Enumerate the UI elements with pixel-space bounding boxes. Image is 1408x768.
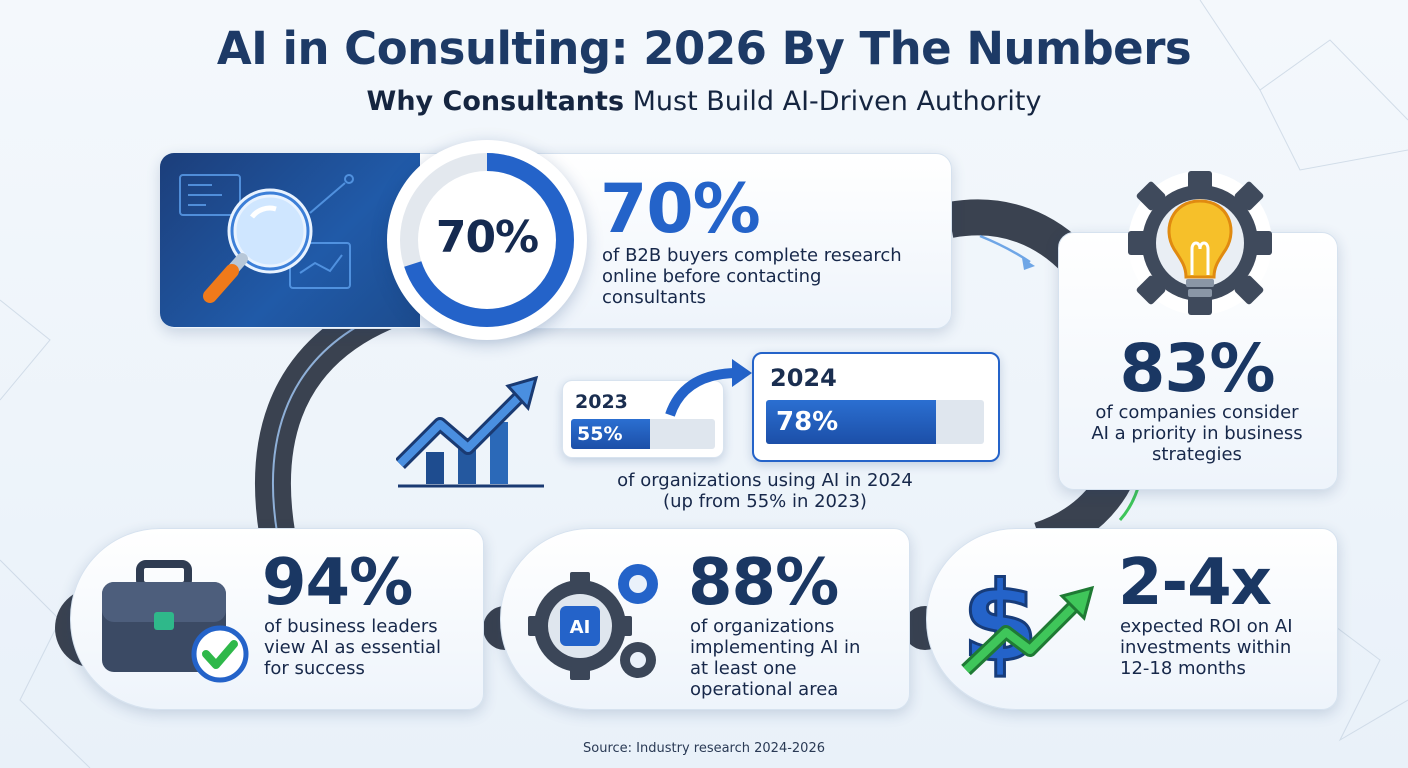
leaders-desc: of business leaders view AI as essential…	[264, 616, 441, 679]
leaders-desc-line: view AI as essential	[264, 637, 442, 658]
adoption-2023-fill: 55%	[571, 419, 651, 449]
adoption-desc-line: of organizations using AI in 2024	[617, 470, 913, 491]
adoption-2023-year: 2023	[575, 391, 628, 413]
priority-desc: of companies consider AI a priority in b…	[1058, 402, 1336, 465]
leaders-desc-line: for success	[264, 658, 365, 679]
implementing-desc-line: at least one	[690, 658, 797, 679]
research-panel	[160, 153, 420, 327]
research-desc-line: consultants	[602, 287, 707, 308]
roi-desc: expected ROI on AI investments within 12…	[1120, 616, 1293, 679]
roi-desc-line: expected ROI on AI	[1120, 616, 1293, 637]
roi-desc-line: investments within	[1120, 637, 1292, 658]
implementing-desc-line: of organizations	[690, 616, 835, 637]
dollar-growth-icon: $	[950, 552, 1100, 692]
priority-desc-line: AI a priority in business	[1091, 423, 1303, 444]
adoption-desc-line: (up from 55% in 2023)	[663, 491, 867, 512]
adoption-2023-value: 55%	[577, 423, 623, 445]
priority-desc-line: strategies	[1152, 444, 1242, 465]
magnifier-icon	[179, 174, 354, 303]
briefcase-check-icon	[96, 558, 256, 688]
adoption-2023-track: 55%	[571, 419, 715, 449]
research-ring: 70%	[387, 140, 587, 340]
growth-chart-icon	[395, 372, 546, 492]
adoption-2024-track: 78%	[766, 400, 984, 444]
research-desc-line: of B2B buyers complete research	[602, 245, 902, 266]
implementing-value: 88%	[688, 546, 839, 620]
roi-desc-line: 12-18 months	[1120, 658, 1246, 679]
increase-arrow-icon	[665, 359, 752, 417]
lightbulb-gear-icon	[1100, 163, 1300, 333]
research-ring-label: 70%	[435, 212, 539, 263]
ai-gears-icon: AI	[520, 548, 670, 698]
priority-value: 83%	[1119, 330, 1276, 407]
research-desc: of B2B buyers complete research online b…	[602, 245, 902, 308]
roi-value: 2-4x	[1118, 546, 1272, 620]
research-value: 70%	[600, 170, 761, 249]
implementing-desc-line: implementing AI in	[690, 637, 861, 658]
implementing-desc-line: operational area	[690, 679, 839, 700]
adoption-desc: of organizations using AI in 2024 (up fr…	[590, 470, 940, 512]
roi-card	[926, 528, 1338, 710]
subtitle-bold: Why Consultants	[366, 86, 625, 117]
research-ring-arc	[400, 153, 574, 327]
adoption-2023-box: 2023 55%	[562, 380, 724, 458]
adoption-2024-value: 78%	[776, 407, 839, 437]
ai-chip-label: AI	[570, 617, 591, 638]
adoption-2024-box: 2024 78%	[752, 352, 1000, 462]
source-note: Source: Industry research 2024-2026	[583, 741, 825, 756]
leaders-desc-line: of business leaders	[264, 616, 438, 637]
page-title: AI in Consulting: 2026 By The Numbers	[216, 22, 1192, 75]
priority-desc-line: of companies consider	[1095, 402, 1299, 423]
page-subtitle: Why Consultants Must Build AI-Driven Aut…	[0, 86, 1408, 117]
subtitle-rest: Must Build AI-Driven Authority	[632, 86, 1042, 117]
adoption-2024-year: 2024	[770, 364, 837, 392]
research-desc-line: online before contacting	[602, 266, 822, 287]
implementing-desc: of organizations implementing AI in at l…	[690, 616, 860, 700]
leaders-value: 94%	[262, 546, 413, 620]
adoption-2024-fill: 78%	[766, 400, 937, 444]
